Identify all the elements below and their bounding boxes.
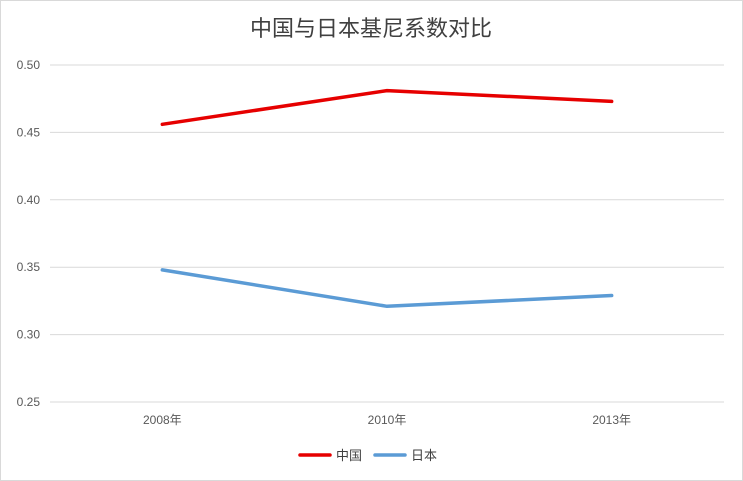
y-tick-label: 0.40 [17,193,41,207]
series-lines [160,88,614,309]
x-axis-tick-labels: 2008年 2010年 2013年 [143,413,631,427]
gridlines [50,64,724,403]
y-tick-label: 0.25 [17,395,41,409]
series-line-1 [160,268,614,309]
chart-title: 中国与日本基尼系数对比 [250,17,492,42]
x-tick-label: 2013年 [592,413,631,427]
x-tick-label: 2008年 [143,413,182,427]
y-tick-label: 0.35 [17,260,41,274]
legend-label: 中国 [336,449,362,464]
legend-label: 日本 [411,449,437,464]
series-line-0 [160,88,614,127]
y-tick-label: 0.30 [17,328,41,342]
legend: 中国 日本 [298,449,437,464]
y-axis-tick-labels: 0.25 0.30 0.35 0.40 0.45 0.50 [17,58,41,409]
x-tick-label: 2010年 [368,413,407,427]
y-tick-label: 0.45 [17,125,41,139]
y-tick-label: 0.50 [17,58,41,72]
